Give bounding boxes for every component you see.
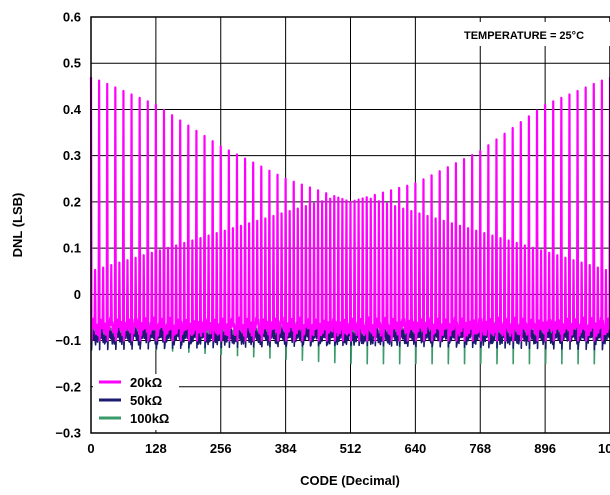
x-tick-label: 512 xyxy=(340,441,362,456)
y-tick-label: 0.4 xyxy=(63,102,82,117)
y-tick-label: 0.1 xyxy=(63,241,81,256)
temperature-annotation: TEMPERATURE = 25°C xyxy=(464,30,584,42)
y-tick-label: 0.2 xyxy=(63,194,81,209)
series-layer xyxy=(89,77,610,365)
x-tick-label: 384 xyxy=(275,441,297,456)
x-tick-labels: 0 128 256 384 512 640 768 896 10 xyxy=(87,441,610,456)
y-tick-label: 0 xyxy=(74,287,81,302)
annotation-box xyxy=(437,22,610,46)
y-tick-label: −0.3 xyxy=(55,426,81,441)
y-tick-label: 0.5 xyxy=(63,56,81,71)
y-tick-label: −0.2 xyxy=(55,379,81,394)
y-tick-label: −0.1 xyxy=(55,333,81,348)
x-tick-label: 256 xyxy=(210,441,232,456)
legend: 20kΩ 50kΩ 100kΩ xyxy=(93,374,179,430)
plot-frame xyxy=(90,16,610,434)
x-tick-label: 128 xyxy=(145,441,167,456)
x-tick-label: 0 xyxy=(87,441,94,456)
x-tick-label: 640 xyxy=(405,441,427,456)
y-tick-label: 0.6 xyxy=(63,10,81,25)
y-tick-label: 0.3 xyxy=(63,148,81,163)
x-tick-label: 10 xyxy=(598,441,610,456)
x-tick-label: 896 xyxy=(534,441,556,456)
y-tick-labels: −0.3 −0.2 −0.1 0 0.1 0.2 0.3 0.4 0.5 0.6 xyxy=(55,10,81,441)
x-axis-label: CODE (Decimal) xyxy=(300,473,400,488)
x-tick-label: 768 xyxy=(469,441,491,456)
legend-label-100k: 100kΩ xyxy=(130,411,169,426)
y-axis-label: DNL (LSB) xyxy=(10,193,25,258)
legend-label-50k: 50kΩ xyxy=(130,393,162,408)
series-20k xyxy=(89,77,610,342)
legend-label-20k: 20kΩ xyxy=(130,375,162,390)
